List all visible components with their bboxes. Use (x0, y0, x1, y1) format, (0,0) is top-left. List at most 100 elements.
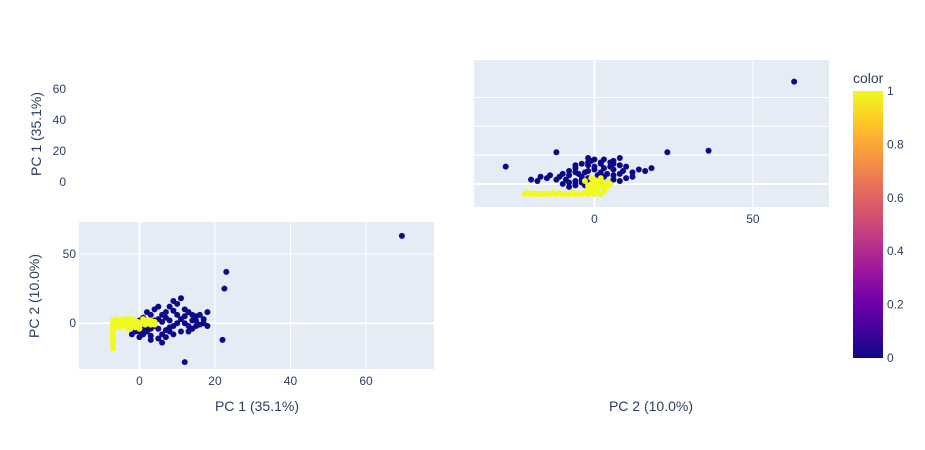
scatter-point (109, 341, 116, 348)
scatter-point (566, 183, 573, 190)
scatter-point (629, 173, 636, 180)
colorbar-tick-label: 0 (887, 351, 894, 365)
x-tick-label: 50 (746, 212, 760, 226)
scatter-point (159, 339, 166, 346)
scatter-point (221, 285, 228, 292)
scatter-point (159, 318, 166, 325)
scatter-point (543, 190, 550, 197)
scatter-point (136, 334, 143, 341)
scatter-point (562, 176, 569, 183)
scatter-point (128, 331, 135, 338)
scatter-point (616, 162, 623, 169)
scatter-point (166, 303, 173, 310)
x-tick-label: 40 (284, 374, 298, 388)
scatter-point (502, 163, 509, 170)
plot-area-bottom-left (79, 222, 434, 369)
scatter-point (204, 309, 211, 316)
scatter-point (537, 190, 544, 197)
scatter-point (610, 176, 617, 183)
scatter-point (588, 157, 595, 164)
colorbar-tick-label: 0.4 (887, 244, 904, 258)
scatter-point (623, 163, 630, 170)
scatter-point (162, 327, 169, 334)
colorbar: color 0 0.2 0.4 0.6 0.8 1 (853, 70, 904, 365)
colorbar-title: color (853, 70, 884, 86)
scatter-point (553, 149, 560, 156)
scatter-point (219, 336, 226, 343)
colorbar-tick-label: 0.6 (887, 191, 904, 205)
scatter-point (155, 325, 162, 332)
x-tick-label: 0 (591, 212, 598, 226)
scatter-point (200, 316, 207, 323)
scatter-point (588, 175, 595, 182)
x-tick-label: 0 (136, 374, 143, 388)
scatter-point (591, 163, 598, 170)
scatter-point (185, 309, 192, 316)
scatter-point (125, 316, 132, 323)
scatter-point (600, 188, 607, 195)
scatter-point (534, 178, 541, 185)
scatter-point (581, 178, 588, 185)
y-tick-label: 50 (63, 247, 77, 261)
x-axis-title-top-right: PC 2 (10.0%) (609, 398, 693, 414)
scatter-point (604, 170, 611, 177)
x-axis-title-bottom-left: PC 1 (35.1%) (215, 398, 299, 414)
scatter-point (575, 170, 582, 177)
points-top-right (502, 78, 798, 198)
gridlines-top-right (474, 60, 829, 207)
ticks-bottom-left: 0 20 40 60 0 50 (63, 247, 373, 388)
scatter-point (151, 321, 158, 328)
scatter-point (585, 182, 592, 189)
scatter-point (616, 170, 623, 177)
orphan-ytick-60: 60 (53, 82, 67, 96)
scatter-point (543, 175, 550, 182)
scatter-point (616, 178, 623, 185)
x-tick-label: 20 (208, 374, 222, 388)
scatter-point (610, 172, 617, 179)
scatter-point (113, 323, 120, 330)
scatter-point (575, 190, 582, 197)
scatter-point (132, 323, 139, 330)
scatter-point (174, 320, 181, 327)
scatter-point (572, 162, 579, 169)
scatter-point (594, 189, 601, 196)
scatter-point (170, 331, 177, 338)
colorbar-tick-label: 0.8 (887, 137, 904, 151)
scatter-point (550, 189, 557, 196)
scatter-point (578, 160, 585, 167)
scatter-point (166, 317, 173, 324)
scatter-point (185, 328, 192, 335)
panel-top-right: 0 50 PC 2 (10.0%) (474, 60, 829, 414)
scatter-point (189, 317, 196, 324)
scatter-point (147, 332, 154, 339)
scatter-point (143, 317, 150, 324)
scatter-point (170, 298, 177, 305)
scatter-point (600, 165, 607, 172)
scatter-point (600, 156, 607, 163)
scatter-point (531, 190, 538, 197)
scatter-point (566, 167, 573, 174)
scatter-point (556, 173, 563, 180)
scatter-point (125, 325, 132, 332)
scatter-point (174, 311, 181, 318)
y-tick-label: 0 (69, 316, 76, 330)
scatter-point (591, 183, 598, 190)
scatter-point (177, 328, 184, 335)
scatter-point (642, 167, 649, 174)
ticks-top-right: 0 50 (591, 212, 760, 226)
points-bottom-left (109, 232, 405, 366)
scatter-point (623, 175, 630, 182)
scatter-point (705, 147, 712, 154)
scatter-point (147, 336, 154, 343)
scatter-point (143, 309, 150, 316)
plot-area-top-right (474, 60, 829, 207)
scatter-point (562, 190, 569, 197)
scatter-point (109, 345, 116, 352)
scatter-point (155, 303, 162, 310)
orphan-y-axis-title: PC 1 (35.1%) (28, 92, 44, 176)
orphan-ytick-40: 40 (53, 113, 67, 127)
scatter-point (791, 78, 798, 85)
colorbar-gradient (853, 91, 883, 358)
scatter-point (155, 335, 162, 342)
